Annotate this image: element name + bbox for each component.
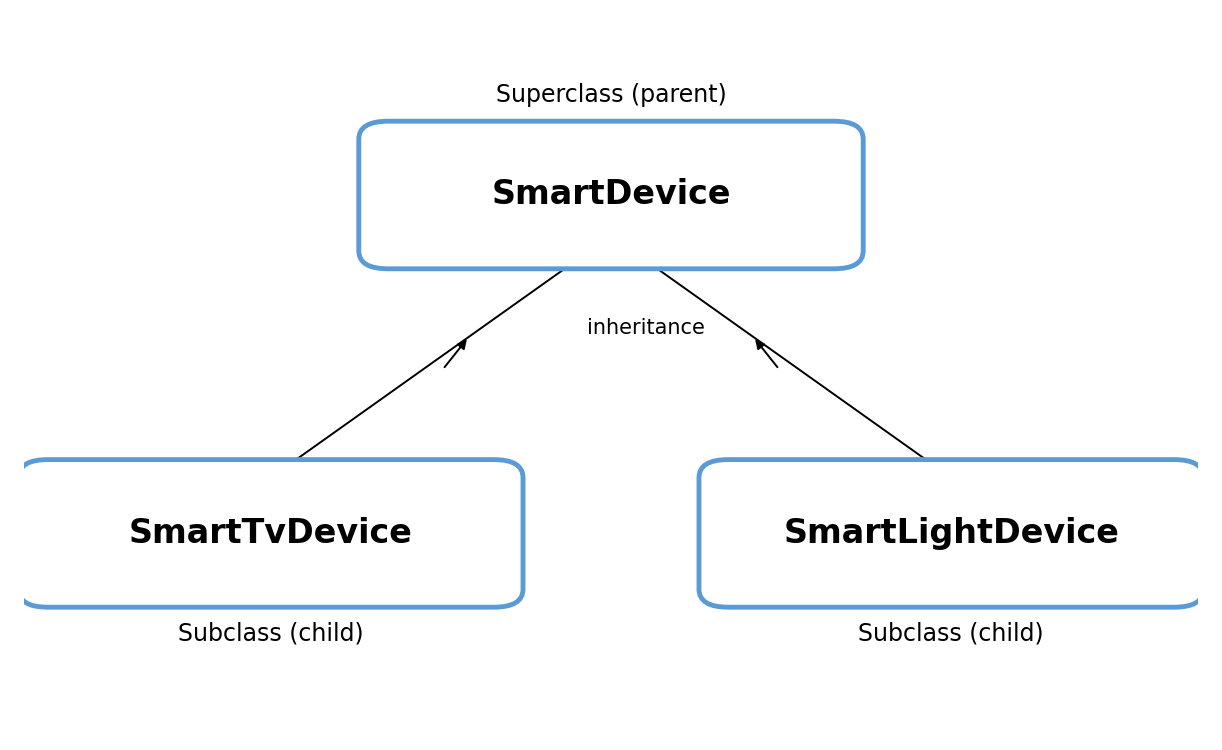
Text: SmartTvDevice: SmartTvDevice	[128, 517, 413, 550]
Text: SmartDevice: SmartDevice	[491, 178, 731, 212]
Text: Subclass (child): Subclass (child)	[178, 622, 364, 646]
Text: inheritance: inheritance	[588, 318, 705, 338]
Text: Superclass (parent): Superclass (parent)	[496, 82, 726, 106]
FancyBboxPatch shape	[699, 460, 1204, 608]
FancyBboxPatch shape	[359, 122, 863, 268]
FancyBboxPatch shape	[18, 460, 523, 608]
Text: Subclass (child): Subclass (child)	[858, 622, 1044, 646]
Text: SmartLightDevice: SmartLightDevice	[783, 517, 1119, 550]
